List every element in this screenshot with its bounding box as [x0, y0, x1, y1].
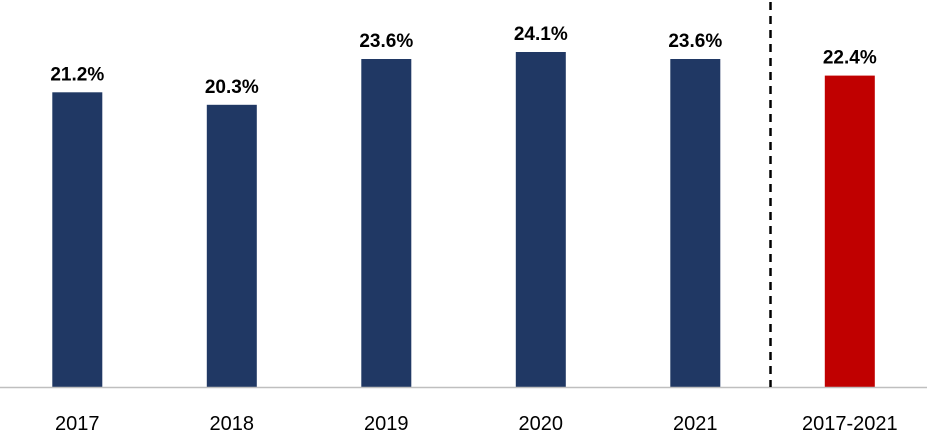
x-tick-label-2021: 2021: [673, 413, 718, 435]
x-tick-label-2019: 2019: [364, 413, 409, 435]
bar-value-label-2020: 24.1%: [514, 24, 568, 45]
bar-value-label-2018: 20.3%: [205, 77, 259, 98]
bar-value-label-2017: 21.2%: [50, 64, 104, 85]
x-tick-label-2017-2021: 2017-2021: [802, 413, 898, 435]
bar-2018: [206, 104, 257, 388]
bar-value-label-2017-2021: 22.4%: [823, 48, 877, 69]
x-tick-label-2020: 2020: [519, 413, 564, 435]
bar-2019: [361, 59, 412, 387]
bar-2020: [515, 52, 566, 387]
bars-group: [52, 52, 875, 388]
bar-value-label-2019: 23.6%: [359, 31, 413, 52]
x-tick-label-2018: 2018: [210, 413, 255, 435]
bar-2017-2021: [824, 75, 875, 387]
bar-value-label-2021: 23.6%: [668, 31, 722, 52]
value-labels-group: 21.2% 20.3% 23.6% 24.1% 23.6% 22.4%: [50, 24, 876, 98]
bar-2017: [52, 92, 103, 388]
bar-2021: [670, 59, 721, 387]
x-tick-label-2017: 2017: [55, 413, 100, 435]
x-tick-labels-group: 2017 2018 2019 2020 2021 2017-2021: [55, 413, 898, 435]
